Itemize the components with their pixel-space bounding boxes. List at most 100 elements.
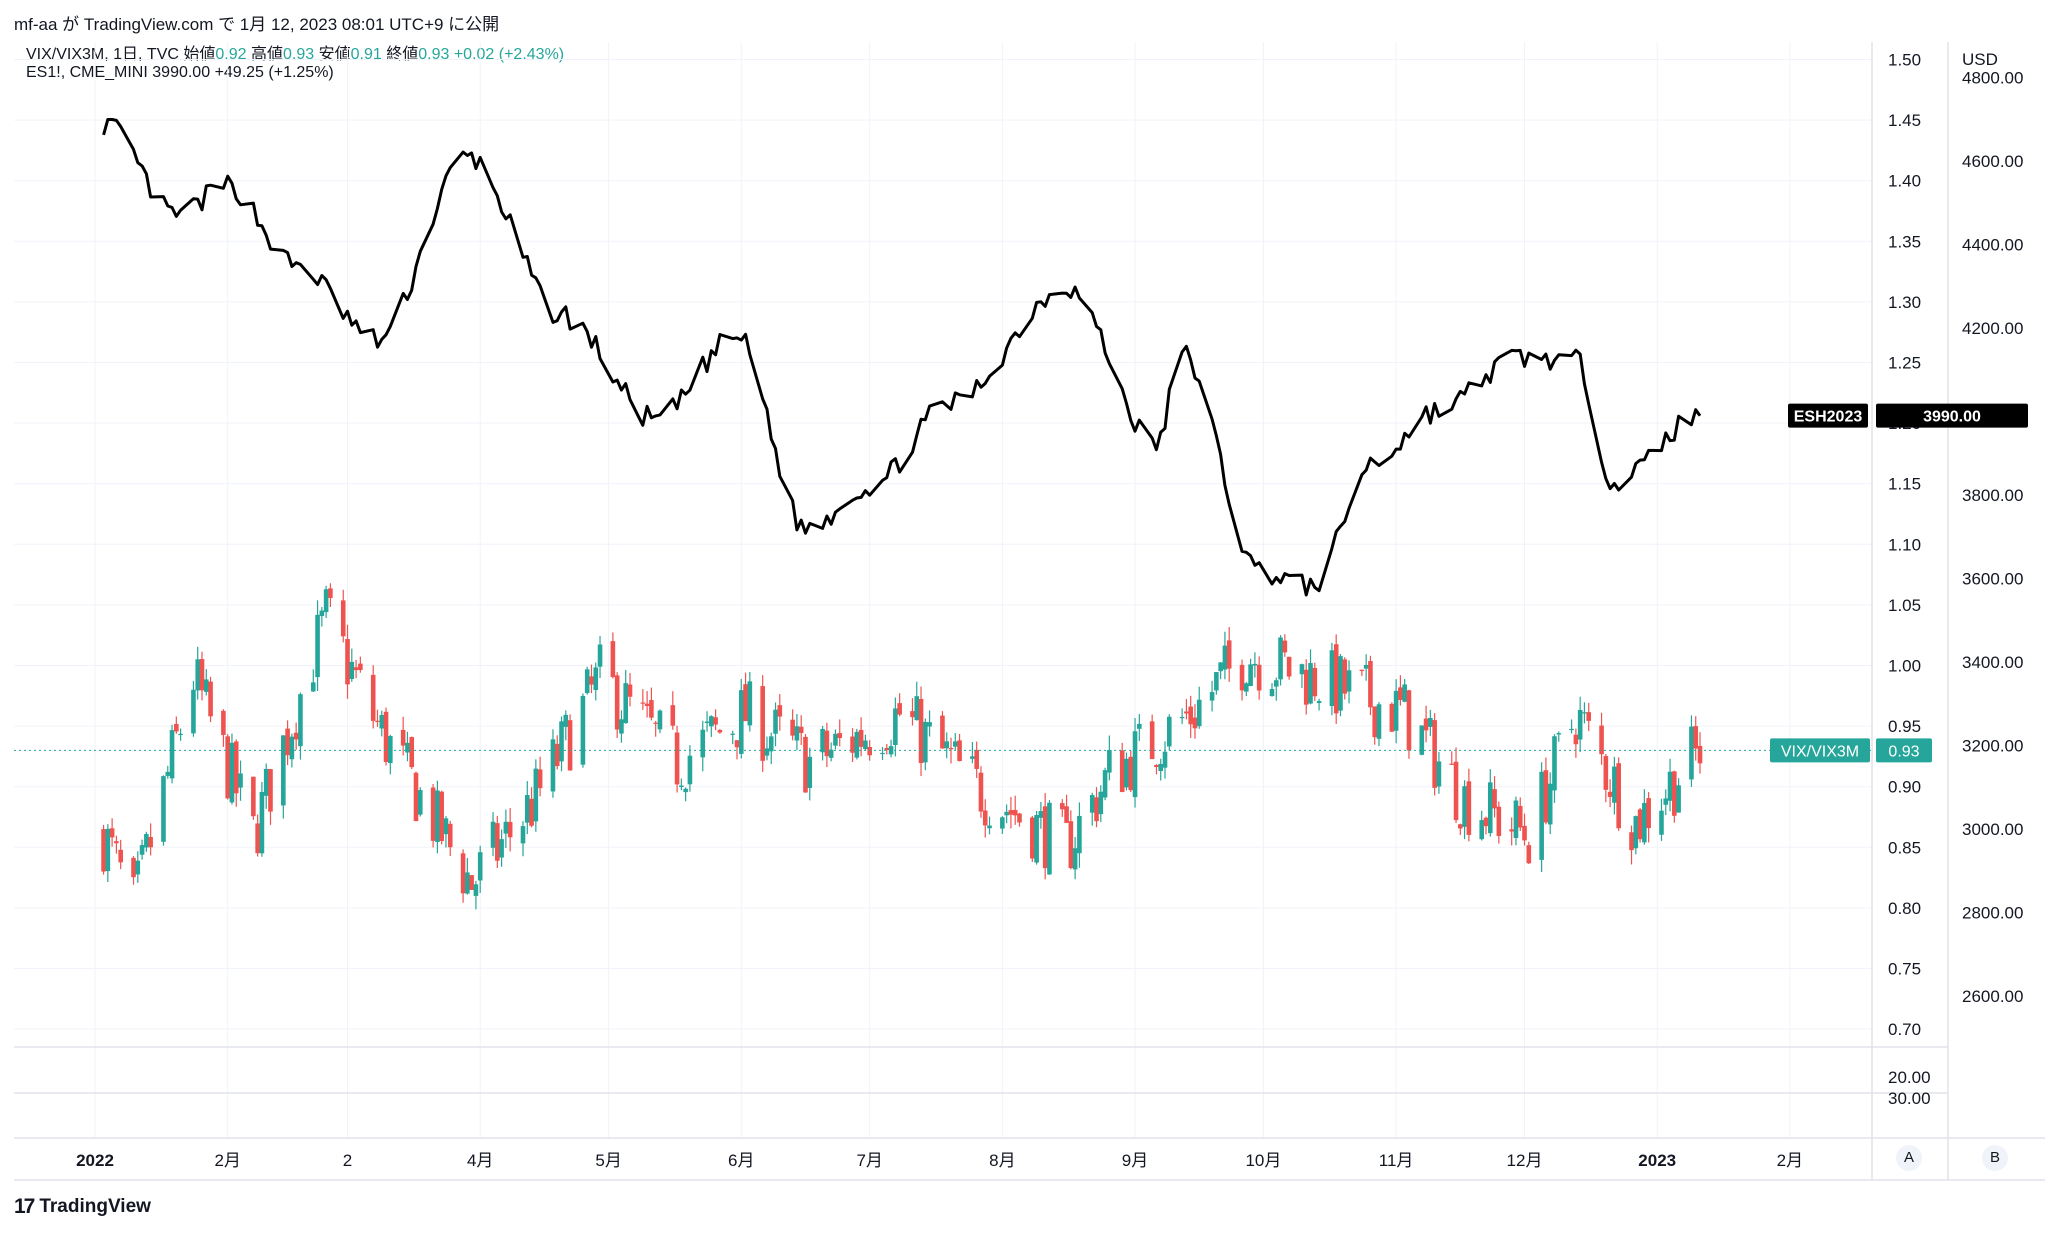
candle-body <box>1693 726 1699 749</box>
candle-body <box>1453 761 1459 821</box>
candle-body <box>1248 664 1253 686</box>
candle-body <box>880 752 885 755</box>
candle-body <box>798 726 804 734</box>
auto-scale-button[interactable]: A <box>1896 1145 1922 1171</box>
time-axis-tick: 4月 <box>467 1151 493 1170</box>
candle-body <box>443 818 449 835</box>
usd-axis-tick: 3000.00 <box>1962 820 2023 839</box>
candle-body <box>1513 800 1519 839</box>
candle-body <box>310 682 316 692</box>
candle-body <box>597 644 603 667</box>
candle-body <box>623 683 629 724</box>
candle-body <box>1030 817 1035 859</box>
candle-body <box>1286 656 1292 677</box>
usd-axis-tick: 2600.00 <box>1962 987 2023 1006</box>
candle-body <box>1637 809 1643 840</box>
usd-axis-tick: 3600.00 <box>1962 570 2023 589</box>
candle-body <box>743 684 748 722</box>
candle-body <box>191 689 196 734</box>
candle-body <box>409 737 415 768</box>
time-axis-tick: 12月 <box>1507 1151 1543 1170</box>
candle-body <box>1368 661 1373 708</box>
candle-body <box>850 736 855 753</box>
vix-axis-tick: 1.40 <box>1888 172 1921 191</box>
legend-low-value: 0.91 <box>350 46 382 63</box>
candle-body <box>687 755 693 785</box>
tradingview-brand: TradingView <box>39 1196 151 1217</box>
vix-axis-tick: 0.95 <box>1888 717 1921 736</box>
candle-body <box>1389 703 1395 732</box>
candle-body <box>1646 798 1651 829</box>
candle-body <box>400 729 406 746</box>
legend-open-label: 始値 <box>183 46 216 63</box>
tradingview-logo[interactable]: 17 TradingView <box>14 1195 151 1219</box>
candle-body <box>1526 845 1532 864</box>
candle-body <box>1196 699 1202 727</box>
usd-axis-tick: 3400.00 <box>1962 653 2023 672</box>
candle-body <box>794 726 800 741</box>
candle-body <box>807 756 813 788</box>
time-axis-tick: 2023 <box>1638 1151 1676 1170</box>
legend-es-change: +49.25 (+1.25%) <box>214 64 334 81</box>
candle-body <box>713 717 718 725</box>
candle-body <box>1012 809 1018 816</box>
candle-body <box>1184 711 1189 714</box>
candle-body <box>1068 821 1074 869</box>
candle-body <box>1466 781 1472 835</box>
candle-body <box>199 659 205 691</box>
legend-low-label: 安値 <box>318 46 351 63</box>
candle-body <box>1372 706 1378 738</box>
candle-body <box>1333 644 1339 714</box>
candle-body <box>1089 795 1095 813</box>
candle-body <box>1672 771 1677 816</box>
candle-body <box>1492 789 1497 809</box>
candle-body <box>1128 756 1134 791</box>
usd-price-axis[interactable]: USD4800.004600.004400.004200.004000.0038… <box>1962 50 2023 1006</box>
legend-open-value: 0.92 <box>215 46 247 63</box>
vix-price-axis[interactable]: 1.501.451.401.351.301.251.201.151.101.05… <box>1888 51 1921 1040</box>
candle-body <box>1676 785 1681 813</box>
candle-body <box>1539 771 1544 860</box>
candle-body <box>293 732 299 740</box>
candle-body <box>144 834 149 848</box>
candle-body <box>1098 791 1104 815</box>
vix-axis-tick: 1.45 <box>1888 111 1921 130</box>
candle-body <box>709 716 714 727</box>
time-axis-tick: 8月 <box>989 1151 1015 1170</box>
candle-body <box>640 702 646 704</box>
candle-body <box>1132 731 1138 798</box>
candle-body <box>824 730 830 757</box>
candle-body <box>1462 786 1467 827</box>
candle-body <box>251 776 256 817</box>
es-name-tag <box>1788 403 1868 428</box>
vix-axis-tick: 1.25 <box>1888 354 1921 373</box>
candle-body <box>1402 684 1407 702</box>
candle-body <box>627 684 633 697</box>
candle-body <box>435 790 440 842</box>
candle-body <box>255 823 260 854</box>
candle-body <box>1299 664 1305 675</box>
candle-body <box>1346 670 1352 692</box>
candle-body <box>1522 825 1527 841</box>
candle-body <box>1119 750 1125 793</box>
candle-body <box>854 731 860 758</box>
candle-body <box>118 849 123 863</box>
vix-axis-tick: 1.35 <box>1888 232 1921 251</box>
scale-mode-button[interactable]: B <box>1982 1145 2008 1171</box>
time-axis-tick: 2 <box>343 1151 352 1170</box>
candle-body <box>952 741 958 747</box>
candle-body <box>1124 758 1129 788</box>
candle-body <box>567 720 573 771</box>
candle-body <box>738 690 744 754</box>
lower-axis-tick: 30.00 <box>1888 1089 1931 1108</box>
candle-body <box>383 711 389 763</box>
lower-pane-axis: 20.00 30.00 <box>1888 1068 1931 1108</box>
time-axis[interactable]: 2022 2月 2 4月 5月 6月 7月 8月 9月 10月 11月 12月 2023 2月 <box>76 1151 1803 1170</box>
usd-axis-tick: 3800.00 <box>1962 486 2023 505</box>
candle-body <box>229 742 235 803</box>
candle-body <box>893 708 898 745</box>
candle-body <box>169 730 175 779</box>
candle-body <box>790 719 795 736</box>
vix-candles <box>101 583 1703 910</box>
